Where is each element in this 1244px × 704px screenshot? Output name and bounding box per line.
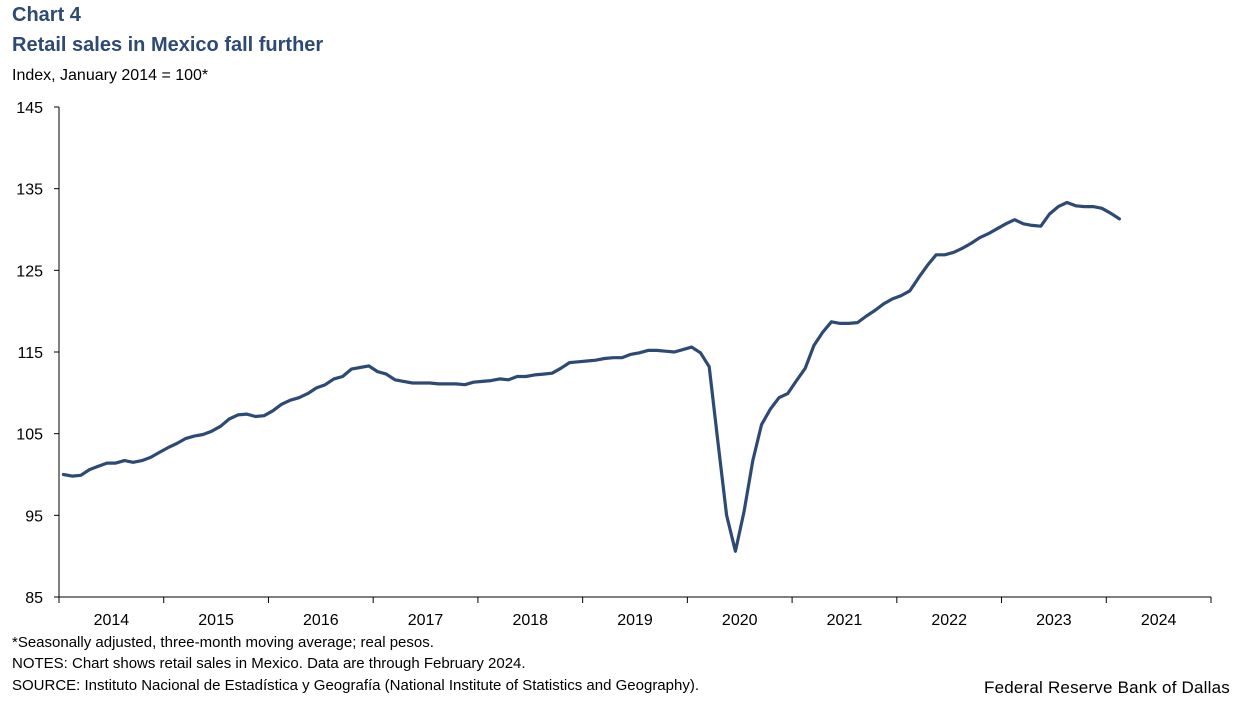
x-tick-label: 2020 [722,612,758,629]
y-tick-label: 105 [16,427,43,444]
x-tick-label: 2021 [827,612,863,629]
x-tick-label: 2018 [512,612,548,629]
x-axis-ticks: 2014 2015 2016 2017 2018 2019 2020 2021 2022 2023… [58,597,1212,629]
footnote-source: SOURCE: Instituto Nacional de Estadístic… [12,677,699,694]
y-axis-unit-label: Index, January 2014 = 100* [12,67,209,84]
x-tick-label: 2017 [408,612,444,629]
y-tick-label: 125 [16,263,43,280]
x-tick-label: 2023 [1036,612,1072,629]
y-axis-ticks: 85 95 105 115 125 135 145 [16,100,59,607]
series-group [61,200,1122,553]
y-tick-label: 85 [25,590,43,607]
chart-title: Retail sales in Mexico fall further [12,34,324,56]
credit-label: Federal Reserve Bank of Dallas [983,678,1230,697]
x-tick-label: 2016 [303,612,339,629]
y-tick-label: 135 [16,182,43,199]
y-tick-label: 95 [25,508,43,525]
x-tick-label: 2024 [1141,612,1177,629]
x-tick-label: 2019 [617,612,653,629]
y-tick-label: 145 [16,100,43,117]
series-line [61,200,1122,553]
chart-number: Chart 4 [12,4,81,26]
x-tick-label: 2015 [198,612,234,629]
footnote-asterisk: *Seasonally adjusted, three-month moving… [12,634,434,651]
footnote-notes: NOTES: Chart shows retail sales in Mexic… [12,655,526,672]
x-tick-label: 2014 [94,612,130,629]
y-tick-label: 115 [17,345,43,362]
x-tick-label: 2022 [931,612,967,629]
